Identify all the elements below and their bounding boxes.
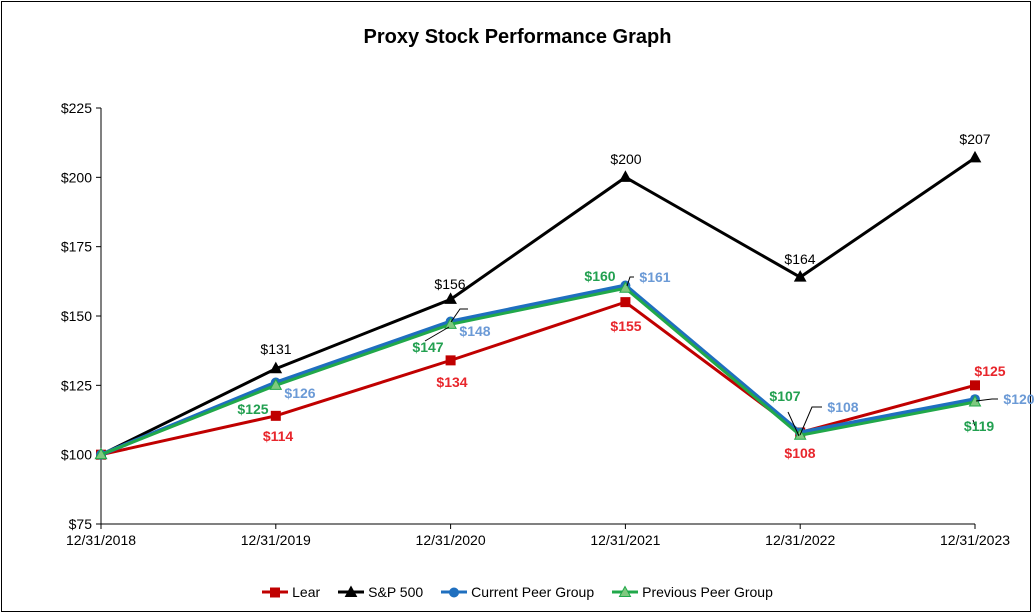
square-marker bbox=[270, 587, 281, 598]
x-tick-label: 12/31/2021 bbox=[590, 532, 660, 548]
data-label: $207 bbox=[959, 131, 990, 147]
data-label: $156 bbox=[434, 276, 465, 292]
data-label: $114 bbox=[263, 428, 294, 444]
x-tick-label: 12/31/2019 bbox=[241, 532, 311, 548]
series-line bbox=[100, 283, 976, 457]
x-tick-label: 12/31/2023 bbox=[940, 532, 1010, 548]
data-label: $200 bbox=[610, 151, 641, 167]
triangle-marker bbox=[344, 585, 358, 597]
label-leader-line bbox=[450, 308, 468, 323]
legend-label: Previous Peer Group bbox=[642, 584, 773, 600]
data-label: $125 bbox=[237, 401, 268, 417]
label-leader-line bbox=[972, 419, 976, 427]
data-label: $108 bbox=[827, 399, 858, 415]
series-line bbox=[100, 300, 976, 457]
triangle-marker bbox=[269, 361, 283, 374]
square-marker bbox=[270, 410, 281, 421]
data-label: $108 bbox=[784, 445, 815, 461]
square-marker bbox=[620, 297, 631, 308]
data-label: $161 bbox=[639, 269, 670, 285]
data-label: $125 bbox=[974, 363, 1005, 379]
data-label: $107 bbox=[769, 388, 800, 404]
y-tick-label: $225 bbox=[61, 100, 92, 116]
data-label: $147 bbox=[412, 339, 443, 355]
triangle-marker bbox=[619, 281, 632, 293]
circle-marker bbox=[449, 587, 460, 598]
series-lear bbox=[96, 297, 980, 460]
triangle-marker bbox=[94, 447, 108, 460]
legend-swatch bbox=[338, 585, 365, 597]
series-line bbox=[100, 156, 976, 457]
triangle-marker bbox=[444, 317, 457, 329]
triangle-marker bbox=[968, 150, 982, 163]
y-tick-label: $175 bbox=[61, 239, 92, 255]
chart-title: Proxy Stock Performance Graph bbox=[363, 26, 672, 48]
legend-swatch bbox=[612, 585, 639, 597]
y-tick-label: $200 bbox=[61, 169, 92, 185]
triangle-marker bbox=[444, 292, 457, 304]
y-tick-label: $100 bbox=[61, 447, 92, 463]
legend-item: Previous Peer Group bbox=[612, 584, 773, 600]
triangle-marker bbox=[618, 585, 632, 597]
series-previous-peer-group bbox=[94, 281, 982, 460]
label-leader-line bbox=[424, 326, 450, 342]
data-label: $164 bbox=[784, 251, 815, 267]
label-leader-line bbox=[975, 398, 998, 402]
y-tick-label: $75 bbox=[69, 516, 93, 532]
legend-label: Current Peer Group bbox=[471, 584, 595, 600]
x-tick-label: 12/31/2018 bbox=[66, 532, 136, 548]
triangle-marker bbox=[269, 378, 283, 390]
x-tick-label: 12/31/2020 bbox=[416, 532, 486, 548]
legend-label: Lear bbox=[292, 584, 321, 600]
legend-label: S&P 500 bbox=[368, 584, 424, 600]
legend-swatch bbox=[262, 587, 289, 598]
data-label: $131 bbox=[260, 341, 291, 357]
label-leader-line bbox=[626, 276, 634, 287]
data-label: $126 bbox=[284, 385, 315, 401]
x-tick-label: 12/31/2022 bbox=[765, 532, 835, 548]
legend-item: Current Peer Group bbox=[441, 584, 594, 600]
square-marker bbox=[445, 355, 456, 366]
data-label: $148 bbox=[459, 323, 490, 339]
label-leader-line bbox=[799, 406, 822, 436]
legend-swatch bbox=[441, 587, 468, 598]
data-label: $119 bbox=[964, 418, 995, 434]
y-tick-label: $125 bbox=[61, 377, 92, 393]
series-line bbox=[100, 286, 976, 457]
legend-item: Lear bbox=[262, 584, 320, 600]
square-marker bbox=[970, 380, 980, 391]
triangle-marker bbox=[793, 270, 807, 282]
y-tick-label: $150 bbox=[61, 308, 92, 324]
series-s-p-500 bbox=[94, 150, 982, 460]
data-label: $120 bbox=[1003, 391, 1034, 407]
data-label: $134 bbox=[436, 374, 467, 390]
legend-item: S&P 500 bbox=[338, 584, 423, 600]
label-leader-line bbox=[787, 411, 800, 437]
legend: Lear S&P 500 Current Peer Group Previous Pe… bbox=[0, 584, 1035, 600]
data-label: $155 bbox=[610, 318, 641, 334]
data-label: $160 bbox=[584, 268, 615, 284]
triangle-marker bbox=[619, 170, 632, 182]
